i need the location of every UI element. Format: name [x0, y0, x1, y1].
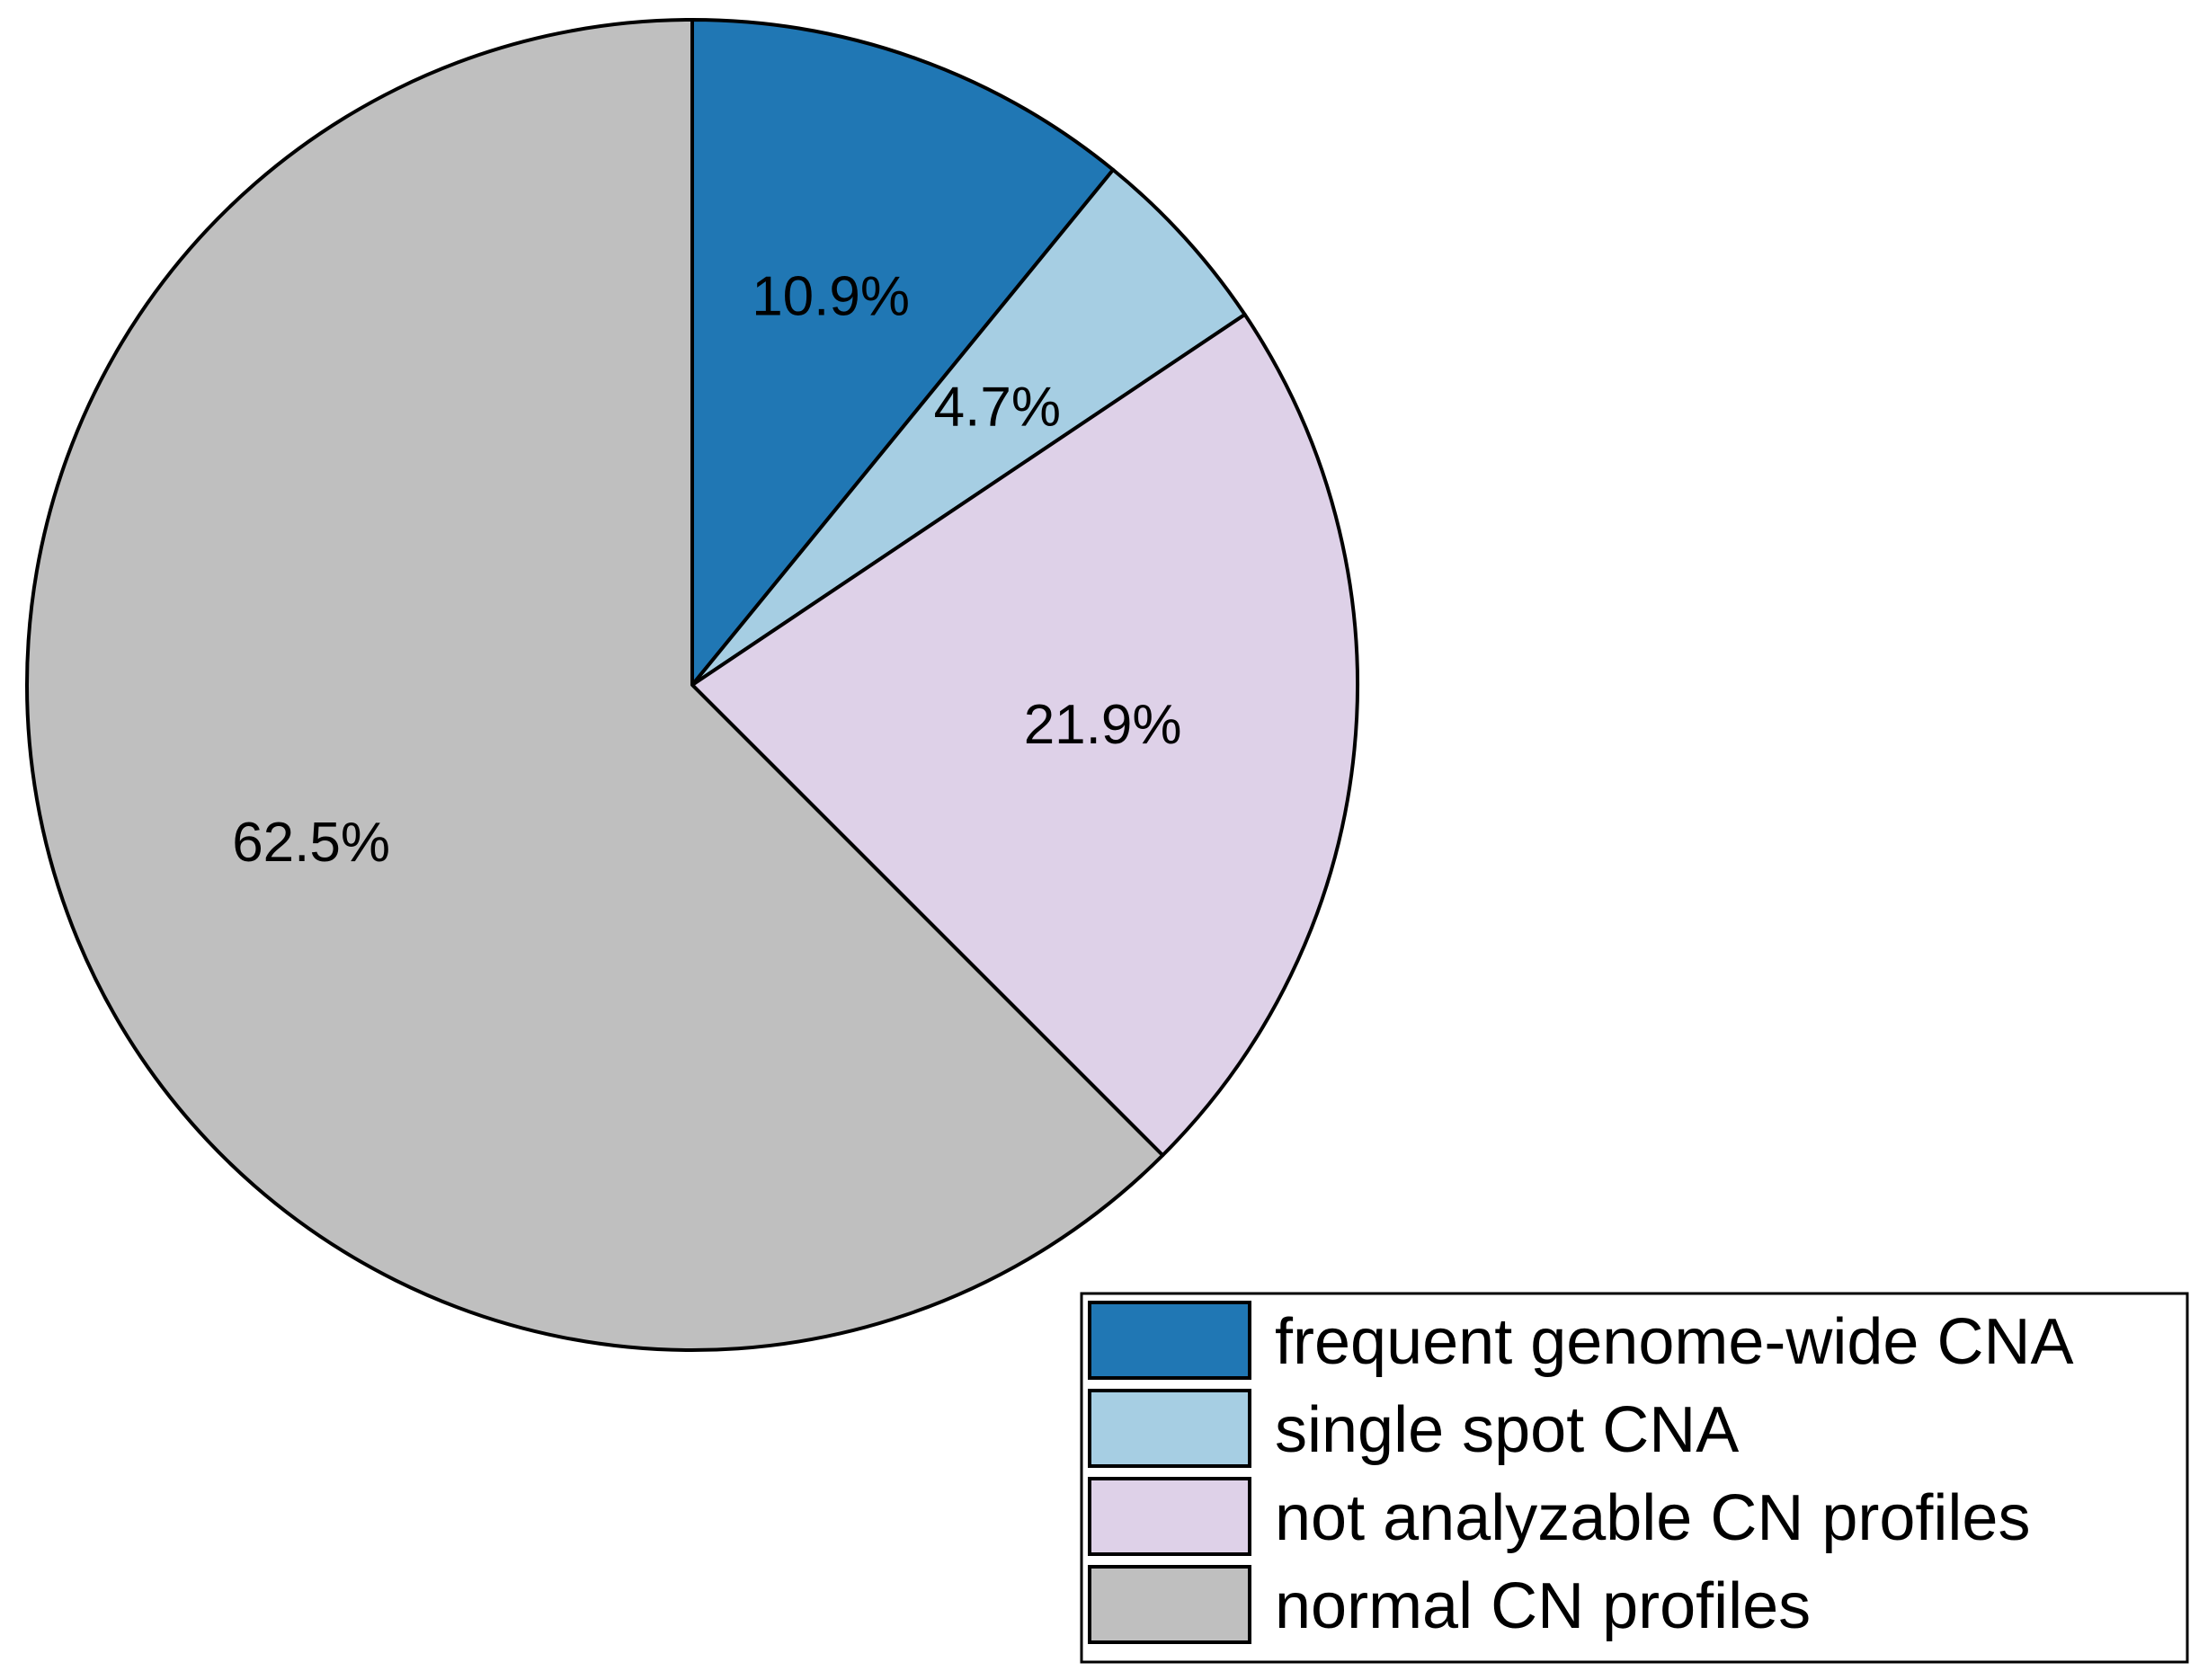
pie-slice-label-frequent-genome-wide-cna: 10.9%	[752, 265, 910, 327]
legend-swatch-single-spot-cna	[1088, 1389, 1251, 1468]
legend-swatch-normal-cn-profiles	[1088, 1565, 1251, 1644]
legend-label-not-analyzable-cn-profiles: not analyzable CN profiles	[1275, 1482, 2030, 1554]
legend-swatch-frequent-genome-wide-cna	[1088, 1301, 1251, 1380]
legend: frequent genome-wide CNA single spot CNA…	[1080, 1292, 2189, 1664]
pie-slice-label-single-spot-cna: 4.7%	[934, 377, 1061, 439]
pie-slice-not-analyzable-cn-profiles	[690, 312, 1359, 1158]
legend-label-frequent-genome-wide-cna: frequent genome-wide CNA	[1275, 1306, 2073, 1378]
pie-slice-normal-cn-profiles	[25, 18, 1165, 1352]
legend-swatch-not-analyzable-cn-profiles	[1088, 1477, 1251, 1556]
legend-label-single-spot-cna: single spot CNA	[1275, 1394, 1739, 1466]
legend-box	[1080, 1292, 2189, 1664]
pie-slice-label-not-analyzable-cn-profiles: 21.9%	[1024, 694, 1182, 756]
pie-slice-single-spot-cna	[690, 167, 1247, 687]
pie-slice-label-normal-cn-profiles: 62.5%	[232, 812, 390, 874]
legend-label-normal-cn-profiles: normal CN profiles	[1275, 1570, 1811, 1642]
pie-slice-labels: 10.9% 4.7% 21.9% 62.5%	[232, 265, 1181, 874]
pie-slices	[25, 18, 1359, 1352]
pie-slice-frequent-genome-wide-cna	[690, 18, 1116, 687]
